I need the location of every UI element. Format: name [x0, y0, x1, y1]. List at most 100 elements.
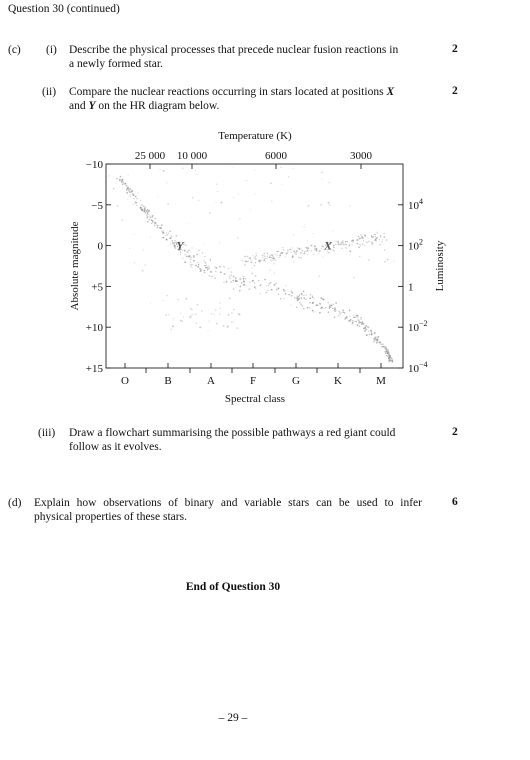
star-point [262, 255, 264, 257]
star-point [307, 247, 309, 249]
star-point [376, 342, 378, 344]
star-point [239, 290, 241, 292]
star-point [263, 259, 265, 261]
star-point [120, 176, 122, 178]
star-point [128, 188, 130, 190]
star-point [307, 250, 308, 251]
star-point [300, 252, 301, 253]
star-point [374, 240, 375, 241]
star-point [231, 312, 233, 314]
star-point [321, 172, 322, 173]
star-point [307, 240, 308, 241]
star-point [329, 204, 331, 206]
star-point [318, 275, 320, 277]
star-point [329, 304, 330, 305]
star-point [303, 291, 305, 293]
star-point [335, 310, 336, 311]
star-point [312, 310, 314, 312]
star-point [192, 264, 193, 265]
star-point [366, 334, 368, 336]
star-point [136, 198, 138, 200]
star-point [195, 170, 196, 171]
star-point [299, 294, 300, 295]
star-point [261, 284, 262, 285]
star-point [333, 245, 335, 247]
star-point [346, 316, 348, 318]
star-point [219, 266, 221, 268]
star-point [255, 256, 256, 257]
spectral-class-label: A [207, 375, 215, 387]
star-point [157, 227, 158, 228]
star-point [198, 200, 200, 202]
part-c-iii-marks: 2 [452, 426, 458, 438]
spectral-class-label: G [292, 375, 300, 387]
star-point [233, 309, 234, 310]
star-point [364, 330, 366, 332]
star-point [166, 239, 167, 240]
star-point [385, 353, 386, 354]
star-point [170, 244, 171, 245]
star-point [301, 248, 302, 249]
star-point [375, 236, 376, 237]
star-point [121, 219, 123, 221]
star-point [388, 357, 389, 358]
star-point [184, 250, 186, 252]
star-point [302, 305, 303, 306]
star-point [393, 260, 395, 262]
star-point [259, 259, 261, 261]
luminosity-tick-label: 104 [408, 197, 423, 212]
star-point [123, 182, 124, 183]
star-point [372, 243, 374, 245]
star-point [193, 255, 194, 256]
star-point [149, 219, 150, 220]
star-point [304, 251, 305, 252]
star-point [255, 258, 257, 260]
star-point [229, 278, 230, 279]
star-point [358, 247, 360, 249]
star-point [387, 355, 388, 356]
luminosity-tick-label: 102 [408, 238, 423, 253]
star-point [232, 167, 233, 168]
star-point [189, 316, 191, 318]
magnitude-axis-title: Absolute magnitude [69, 221, 81, 310]
star-point [328, 302, 329, 303]
star-point [269, 255, 270, 256]
star-point [245, 180, 246, 181]
star-point [133, 204, 134, 205]
star-point [198, 249, 200, 251]
star-point [280, 167, 282, 169]
star-point [136, 205, 137, 206]
star-point [162, 237, 164, 239]
star-point [310, 298, 311, 299]
star-point [214, 314, 215, 315]
star-point [252, 260, 253, 261]
star-point [360, 245, 361, 246]
star-point [293, 168, 294, 169]
star-point [261, 260, 262, 261]
star-point [205, 267, 206, 268]
star-point [186, 256, 188, 258]
star-point [368, 241, 370, 243]
star-point [296, 250, 297, 251]
star-point [195, 265, 197, 267]
star-point [384, 261, 386, 263]
star-point [360, 237, 361, 238]
star-point [374, 332, 376, 334]
star-point [314, 249, 315, 250]
star-point [338, 244, 340, 246]
star-point [377, 341, 378, 342]
part-d-line2: physical properties of these stars. [34, 510, 187, 524]
star-point [334, 311, 335, 312]
star-point [376, 241, 377, 242]
star-point [243, 281, 245, 283]
star-point [348, 320, 350, 322]
star-point [199, 268, 200, 269]
hr-diagram: Temperature (K)25 000 10 000 6000 3000−10−5… [0, 0, 530, 410]
star-point [127, 190, 128, 191]
star-point [364, 245, 365, 246]
star-point [387, 352, 388, 353]
star-point [251, 267, 252, 268]
star-point [301, 297, 303, 299]
star-point [214, 278, 215, 279]
star-point [311, 245, 313, 247]
